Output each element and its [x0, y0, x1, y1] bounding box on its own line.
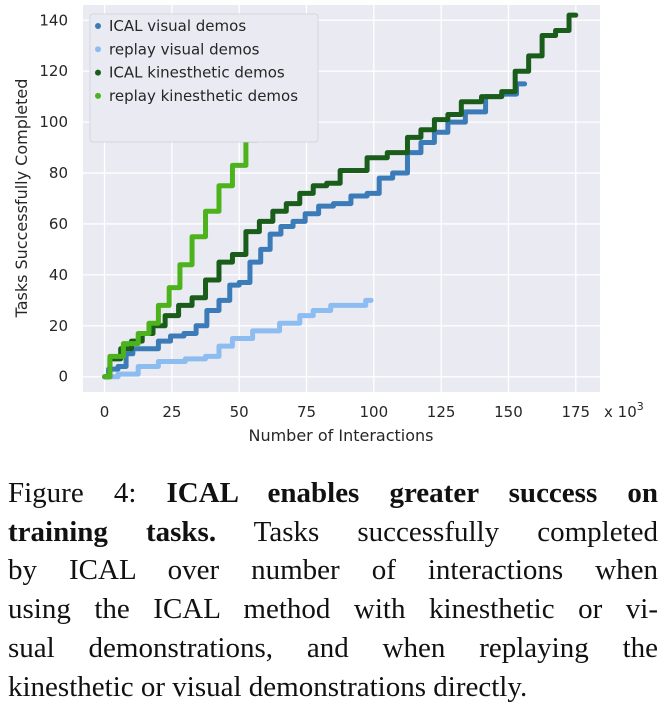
legend: ICAL visual demos replay visual demos ICAL…	[89, 13, 319, 143]
series-line-ical-kinesthetic-demos	[102, 12, 579, 380]
chart: 0 20 40 60 80 100 120 140 0 25 50 75 100 125 150 175 x…	[12, 5, 644, 445]
legend-marker	[95, 23, 101, 29]
series-line-ical-visual-demos	[102, 81, 528, 380]
caption-line: sual demonstrations, and when replaying …	[8, 629, 658, 668]
x-tick-label: 50	[230, 403, 249, 421]
caption-line: kinesthetic or visual demonstrations dir…	[8, 668, 658, 707]
legend-label: ICAL kinesthetic demos	[109, 64, 285, 82]
x-tick-label: 25	[162, 403, 181, 421]
x-tick-label: 125	[427, 403, 456, 421]
x-tick-label: 100	[359, 403, 388, 421]
caption-line: by ICAL over number of interactions when	[8, 551, 658, 590]
figure-caption: Figure 4: ICAL enables greater success o…	[8, 474, 658, 706]
x-axis-label: Number of Interactions	[248, 426, 433, 445]
caption-bold-title: ICAL enables greater success on	[166, 477, 658, 509]
caption-text: using the ICAL method with kinesthetic o…	[8, 593, 658, 626]
caption-line: training tasks. Tasks successfully compl…	[8, 513, 658, 552]
caption-text: by ICAL over number of interactions when	[8, 554, 658, 587]
x-tick-label: 150	[494, 403, 523, 421]
y-tick-label: 80	[49, 164, 68, 182]
caption-text: sual demonstrations, and when replaying …	[8, 631, 658, 664]
y-tick-label: 140	[39, 11, 68, 29]
caption-bold-title: training tasks.	[8, 515, 217, 548]
series-line-replay-visual-demos	[102, 297, 374, 380]
legend-marker	[95, 69, 101, 76]
caption-line: Figure 4: ICAL enables greater success o…	[8, 474, 658, 513]
legend-marker	[95, 92, 101, 99]
caption-text: kinesthetic or visual demonstrations dir…	[8, 670, 528, 703]
y-tick-label: 120	[39, 62, 68, 80]
y-tick-label: 40	[49, 266, 68, 284]
y-tick-label: 60	[49, 215, 68, 233]
y-axis-label: Tasks Successfully Completed	[12, 79, 31, 319]
legend-label: replay kinesthetic demos	[109, 87, 298, 105]
legend-label: replay visual demos	[109, 40, 260, 58]
x-tick-label: 75	[297, 403, 316, 421]
y-tick-label: 0	[58, 368, 68, 386]
x-tick-labels: 0 25 50 75 100 125 150 175	[100, 403, 590, 421]
y-tick-label: 20	[49, 317, 68, 335]
caption-text: Tasks successfully completed	[216, 515, 658, 548]
legend-marker	[95, 46, 101, 53]
y-tick-label: 100	[39, 113, 68, 131]
legend-label: ICAL visual demos	[109, 17, 246, 35]
x-multiplier: x 103	[604, 400, 644, 421]
y-tick-labels: 0 20 40 60 80 100 120 140	[39, 11, 68, 385]
caption-line: using the ICAL method with kinesthetic o…	[8, 590, 658, 629]
x-tick-label: 175	[561, 403, 590, 421]
figure-number: Figure 4:	[8, 477, 167, 509]
legend-box	[89, 13, 319, 143]
x-tick-label: 0	[100, 403, 110, 421]
